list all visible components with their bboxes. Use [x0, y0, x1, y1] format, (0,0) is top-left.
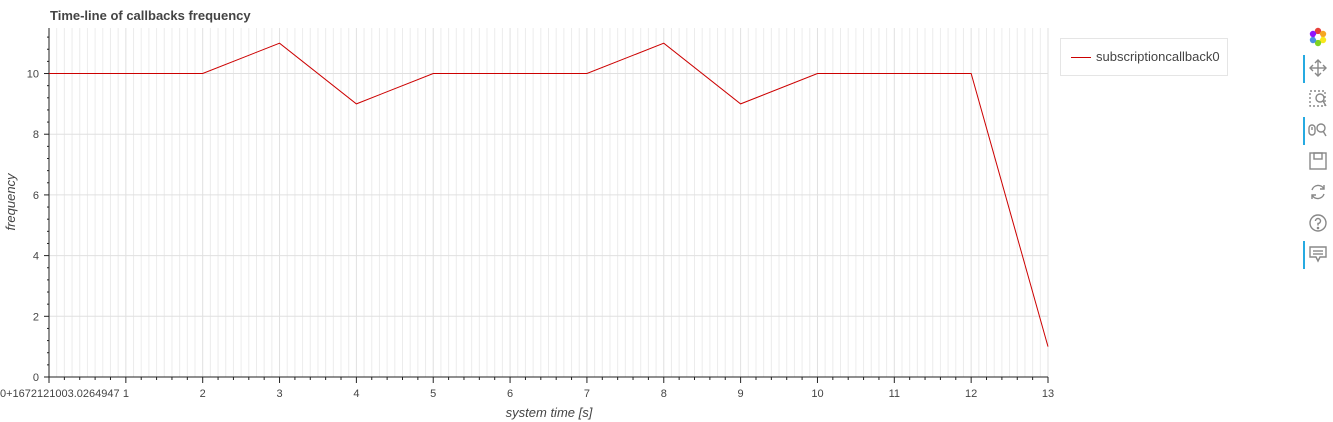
- chart-title: Time-line of callbacks frequency: [50, 8, 251, 23]
- x-tick-label: 10: [811, 388, 823, 400]
- y-tick-label: 10: [27, 69, 39, 81]
- data-point: [970, 72, 973, 75]
- x-tick-label: 8: [661, 388, 667, 400]
- data-point: [124, 72, 127, 75]
- x-tick-label: 7: [584, 388, 590, 400]
- legend-entry-label: subscriptioncallback0: [1096, 49, 1220, 64]
- data-point: [662, 42, 665, 45]
- help-icon[interactable]: [1302, 208, 1332, 238]
- data-point: [816, 72, 819, 75]
- y-tick-label: 8: [33, 129, 39, 141]
- x-tick-label: 1: [123, 388, 129, 400]
- data-point: [739, 102, 742, 105]
- x-tick-label: 12: [965, 388, 977, 400]
- series-line: [49, 42, 1049, 347]
- y-tick-label: 0: [33, 372, 39, 384]
- grid: [48, 28, 1049, 378]
- data-point: [48, 72, 51, 75]
- hover-icon[interactable]: [1302, 239, 1332, 269]
- series-layer: [48, 42, 1050, 348]
- x-tick-label: 6: [507, 388, 513, 400]
- pan-icon[interactable]: [1302, 53, 1332, 83]
- x-tick-label: 4: [353, 388, 359, 400]
- box-zoom-icon[interactable]: [1302, 84, 1332, 114]
- bokeh-logo-icon[interactable]: [1302, 22, 1332, 52]
- data-point: [355, 102, 358, 105]
- x-axis-label: system time [s]: [506, 405, 593, 420]
- y-tick-label: 2: [33, 311, 39, 323]
- x-tick-label: 9: [738, 388, 744, 400]
- data-point: [278, 42, 281, 45]
- x-tick-label: 11: [889, 388, 900, 400]
- toolbar: [1302, 22, 1332, 270]
- data-point: [893, 72, 896, 75]
- x-tick-label: 3: [276, 388, 282, 400]
- x-tick-label: 2: [200, 388, 206, 400]
- legend-swatch: [1071, 57, 1091, 58]
- x-tick-label: 13: [1042, 388, 1054, 400]
- legend: subscriptioncallback0: [1060, 38, 1228, 76]
- data-point: [585, 72, 588, 75]
- y-tick-label: 4: [33, 251, 39, 263]
- data-point: [432, 72, 435, 75]
- data-point: [201, 72, 204, 75]
- save-icon[interactable]: [1302, 146, 1332, 176]
- y-axis-label: frequency: [3, 172, 18, 231]
- data-point: [509, 72, 512, 75]
- data-point: [1047, 345, 1050, 348]
- wheel-zoom-icon[interactable]: [1302, 115, 1332, 145]
- y-tick-label: 6: [33, 190, 39, 202]
- x-tick-label: 5: [430, 388, 436, 400]
- x-offset-label: 0+1672121003.0264947: [0, 388, 120, 400]
- reset-icon[interactable]: [1302, 177, 1332, 207]
